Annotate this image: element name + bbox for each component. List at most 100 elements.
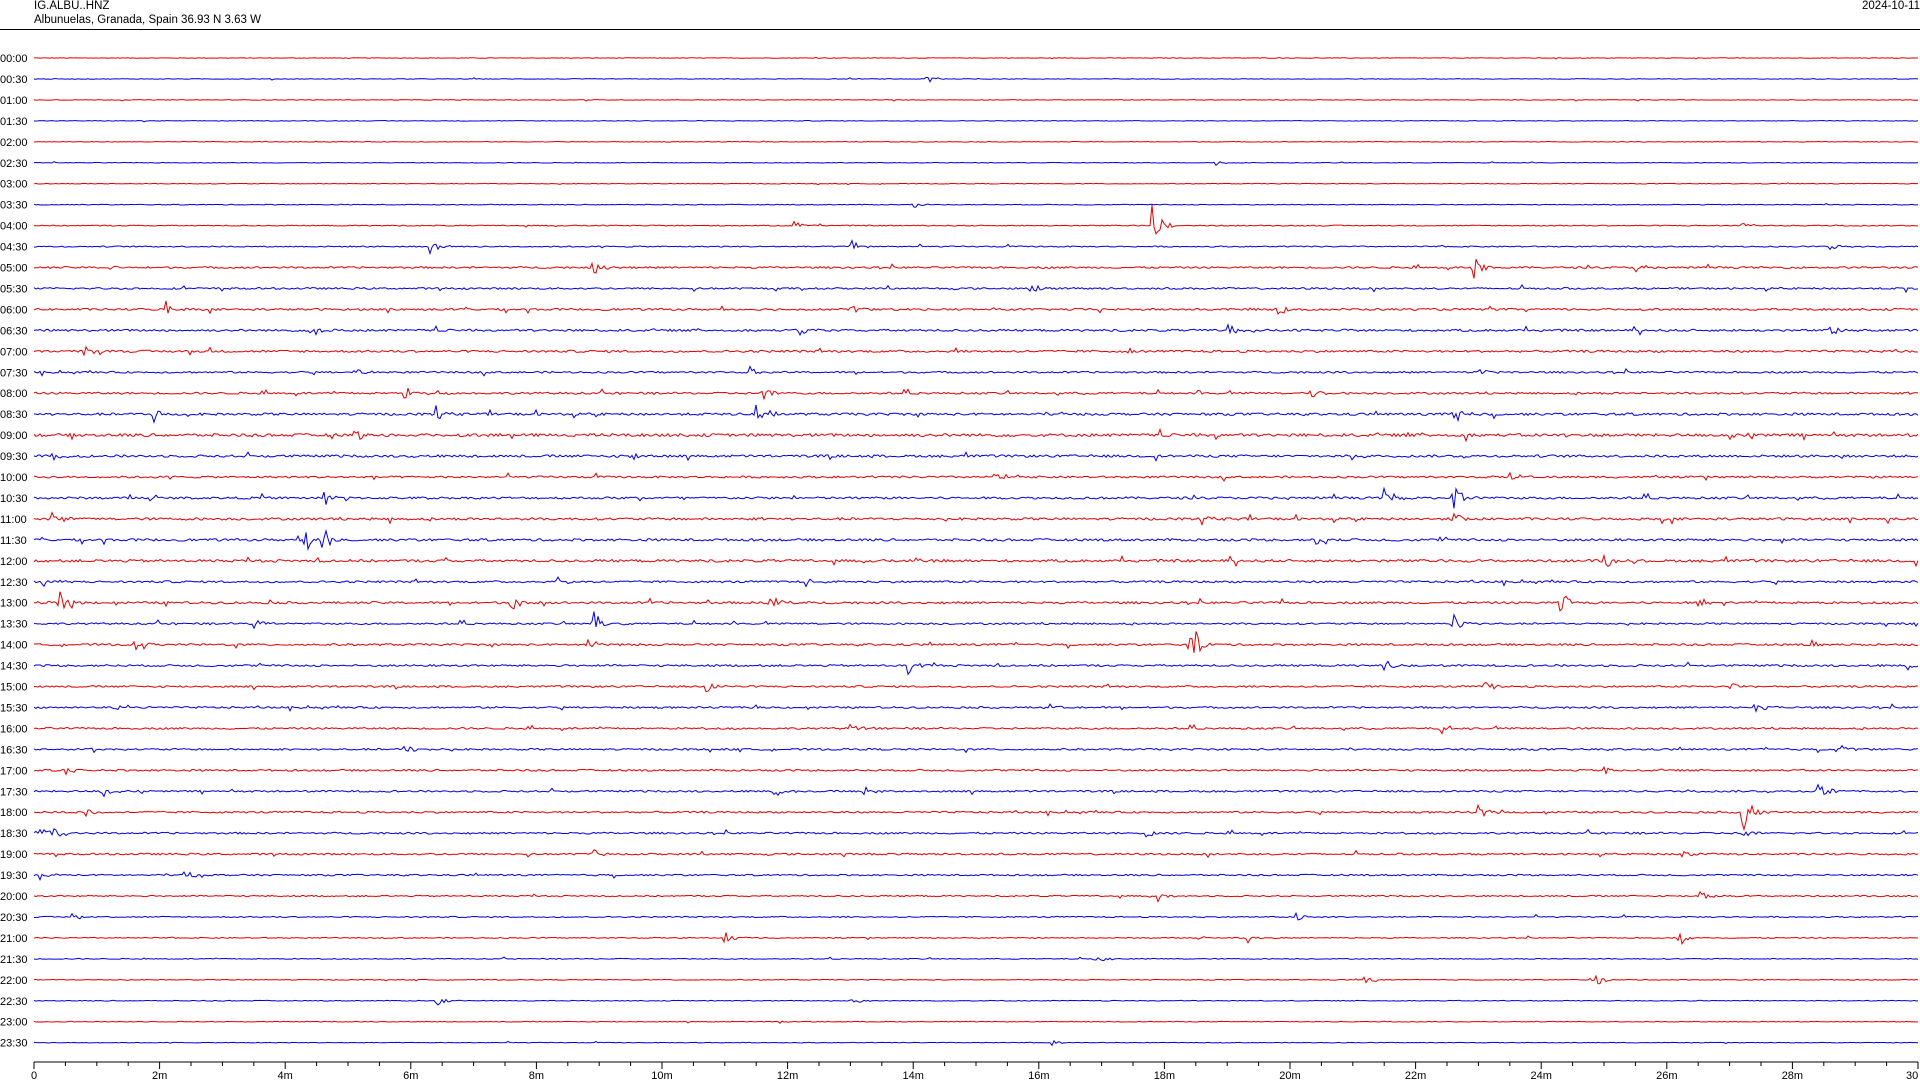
trace-row <box>33 871 1919 881</box>
trace-row <box>33 1020 1919 1024</box>
row-time-label: 02:30 <box>0 158 28 170</box>
row-time-label: 17:00 <box>0 765 28 777</box>
trace-row <box>33 239 1919 256</box>
trace-row <box>33 723 1919 735</box>
trace-row <box>33 511 1919 526</box>
trace-row <box>33 345 1919 357</box>
trace-row <box>33 611 1919 630</box>
trace-row <box>33 387 1919 401</box>
trace-row <box>33 56 1919 60</box>
row-time-label: 22:00 <box>0 975 28 987</box>
x-tick-label: 26m <box>1656 1070 1677 1080</box>
x-tick-label: 30 <box>1906 1070 1918 1080</box>
trace-row <box>33 932 1919 945</box>
trace-row <box>33 576 1919 588</box>
row-time-label: 01:30 <box>0 116 28 128</box>
trace-row <box>33 744 1919 754</box>
x-tick-label: 16m <box>1028 1070 1049 1080</box>
trace-row <box>33 1039 1919 1047</box>
x-tick-label: 14m <box>902 1070 923 1080</box>
row-time-label: 05:30 <box>0 283 28 295</box>
x-tick-label: 12m <box>777 1070 798 1080</box>
trace-group <box>33 56 1919 1047</box>
trace-row <box>33 849 1919 859</box>
trace-row <box>33 203 1919 208</box>
trace-row <box>33 182 1919 186</box>
trace-row <box>33 911 1919 921</box>
row-time-label: 01:00 <box>0 95 28 107</box>
trace-row <box>33 703 1919 713</box>
row-time-label: 21:00 <box>0 933 28 945</box>
x-tick-label: 20m <box>1279 1070 1300 1080</box>
record-date: 2024-10-11 <box>1862 0 1920 12</box>
trace-row <box>33 765 1919 776</box>
trace-row <box>33 803 1919 832</box>
row-time-label: 00:00 <box>0 53 28 65</box>
trace-row <box>33 783 1919 798</box>
row-time-label: 20:30 <box>0 912 28 924</box>
row-time-label: 22:30 <box>0 996 28 1008</box>
row-time-label: 08:00 <box>0 388 28 400</box>
trace-row <box>33 300 1919 315</box>
trace-row <box>33 591 1919 612</box>
trace-row <box>33 660 1919 676</box>
trace-row <box>33 890 1919 903</box>
row-time-label: 06:30 <box>0 325 28 337</box>
row-time-label: 19:30 <box>0 870 28 882</box>
row-time-label: 17:30 <box>0 786 28 798</box>
x-tick-label: 28m <box>1782 1070 1803 1080</box>
trace-row <box>33 828 1919 838</box>
trace-row <box>33 681 1919 693</box>
row-time-label: 21:30 <box>0 954 28 966</box>
row-time-label: 09:30 <box>0 451 28 463</box>
row-time-label: 13:00 <box>0 598 28 610</box>
trace-row <box>33 283 1919 294</box>
trace-row <box>33 204 1918 235</box>
row-time-label: 11:00 <box>0 514 27 526</box>
row-time-label: 15:30 <box>0 702 28 714</box>
trace-row <box>33 76 1919 83</box>
row-time-label: 07:30 <box>0 367 28 379</box>
row-time-label: 15:00 <box>0 682 28 694</box>
trace-row <box>33 528 1919 552</box>
trace-row <box>33 486 1919 509</box>
x-tick-label: 22m <box>1405 1070 1426 1080</box>
row-time-label: 13:30 <box>0 619 28 631</box>
x-tick-label: 10m <box>651 1070 672 1080</box>
row-time-label: 16:00 <box>0 723 28 735</box>
trace-row <box>33 140 1919 143</box>
trace-row <box>33 161 1919 167</box>
row-time-label: 12:30 <box>0 577 28 589</box>
trace-row <box>33 471 1919 482</box>
row-time-label: 14:00 <box>0 640 28 652</box>
trace-row <box>33 974 1919 985</box>
row-time-label: 16:30 <box>0 744 28 756</box>
trace-row <box>33 365 1919 377</box>
row-time-label: 02:00 <box>0 137 28 149</box>
row-time-label: 23:00 <box>0 1017 28 1029</box>
trace-row <box>33 120 1919 123</box>
trace-row <box>33 99 1919 102</box>
station-code: IG.ALBU..HNZ <box>34 0 110 12</box>
row-time-label: 05:00 <box>0 263 28 275</box>
x-tick-label: 18m <box>1154 1070 1175 1080</box>
row-time-label: 18:30 <box>0 828 28 840</box>
x-tick-label: 24m <box>1530 1070 1551 1080</box>
row-time-label: 03:00 <box>0 179 28 191</box>
row-time-label: 09:00 <box>0 430 28 442</box>
trace-row <box>33 404 1919 424</box>
row-time-label: 04:30 <box>0 242 28 254</box>
row-time-label: 12:00 <box>0 556 28 568</box>
time-axis: 0 2m 4m 6m 8m 10m 12m 14m 16m 18m 20m 22m 24m 26m 28m 3… <box>31 1061 1919 1080</box>
row-time-label: 19:00 <box>0 849 28 861</box>
trace-row <box>33 451 1919 463</box>
row-time-label: 14:30 <box>0 661 28 673</box>
trace-row <box>33 631 1919 653</box>
row-time-label: 20:00 <box>0 891 28 903</box>
trace-row <box>33 553 1919 568</box>
row-time-label: 10:00 <box>0 472 28 484</box>
row-labels: 00:00 00:30 01:00 01:30 02:00 02:30 03:00 03:30… <box>0 53 28 1050</box>
row-time-label: 06:00 <box>0 304 28 316</box>
x-tick-label: 4m <box>278 1070 293 1080</box>
